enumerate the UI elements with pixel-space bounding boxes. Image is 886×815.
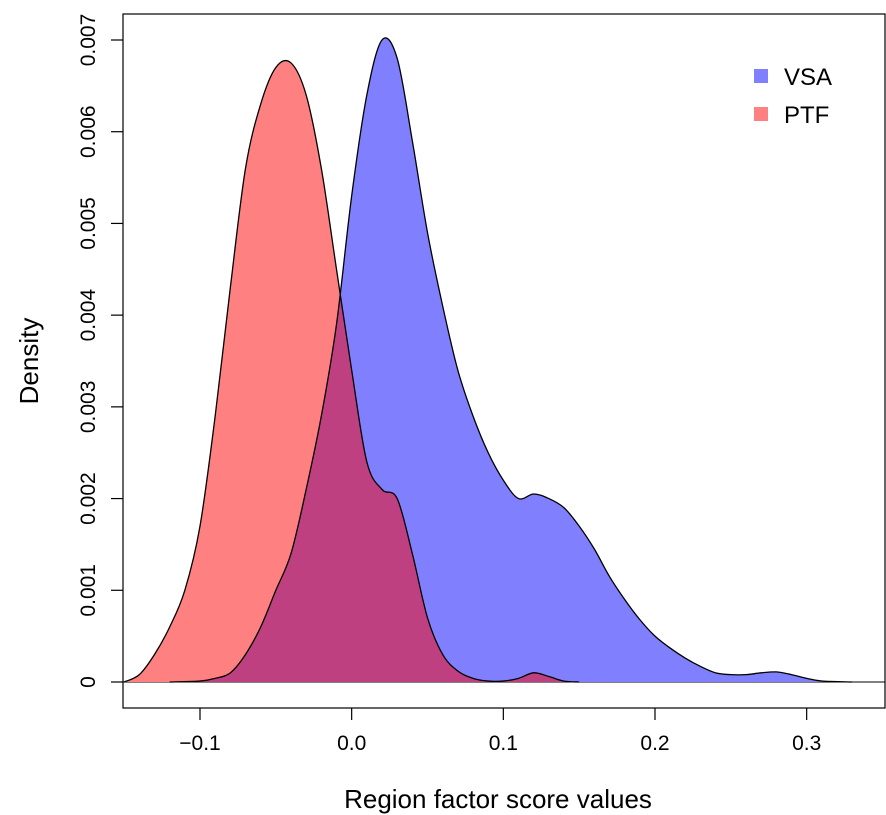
y-tick-label: 0.001 (77, 564, 100, 617)
x-axis-title: Region factor score values (344, 784, 652, 814)
y-axis: 0 0.001 0.002 0.003 0.004 0.005 0.006 0.007 (77, 14, 123, 688)
y-tick-label: 0.002 (77, 472, 100, 525)
legend-swatch-vsa (754, 69, 768, 83)
ptf-density-line (123, 59, 580, 683)
x-tick-label: 0.3 (792, 732, 821, 755)
vsa-density-line (169, 37, 853, 683)
y-axis-title: Density (14, 318, 44, 405)
legend: VSA PTF (754, 64, 832, 129)
legend-label-ptf: PTF (784, 102, 829, 129)
x-tick-label: 0.2 (640, 732, 669, 755)
x-tick-label: 0.0 (337, 732, 366, 755)
x-tick-label: 0.1 (489, 732, 518, 755)
plot-frame (122, 13, 886, 709)
y-tick-label: 0.007 (77, 14, 100, 67)
y-tick-label: 0.004 (77, 289, 100, 342)
legend-label-vsa: VSA (784, 64, 832, 91)
y-tick-label: 0 (77, 676, 100, 688)
y-tick-label: 0.005 (77, 197, 100, 250)
legend-swatch-ptf (754, 107, 768, 121)
y-tick-label: 0.003 (77, 381, 100, 434)
x-tick-label: −0.1 (179, 732, 220, 755)
plot-area (123, 37, 885, 683)
x-axis: −0.1 0.0 0.1 0.2 0.3 (179, 708, 821, 755)
y-tick-label: 0.006 (77, 105, 100, 158)
